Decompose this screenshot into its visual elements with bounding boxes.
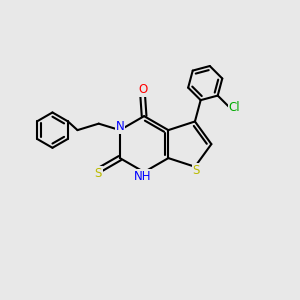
Text: NH: NH — [134, 170, 152, 183]
Text: S: S — [95, 167, 102, 180]
Text: O: O — [138, 83, 147, 96]
Text: Cl: Cl — [229, 100, 240, 113]
Text: N: N — [116, 120, 124, 133]
Text: S: S — [193, 164, 200, 177]
